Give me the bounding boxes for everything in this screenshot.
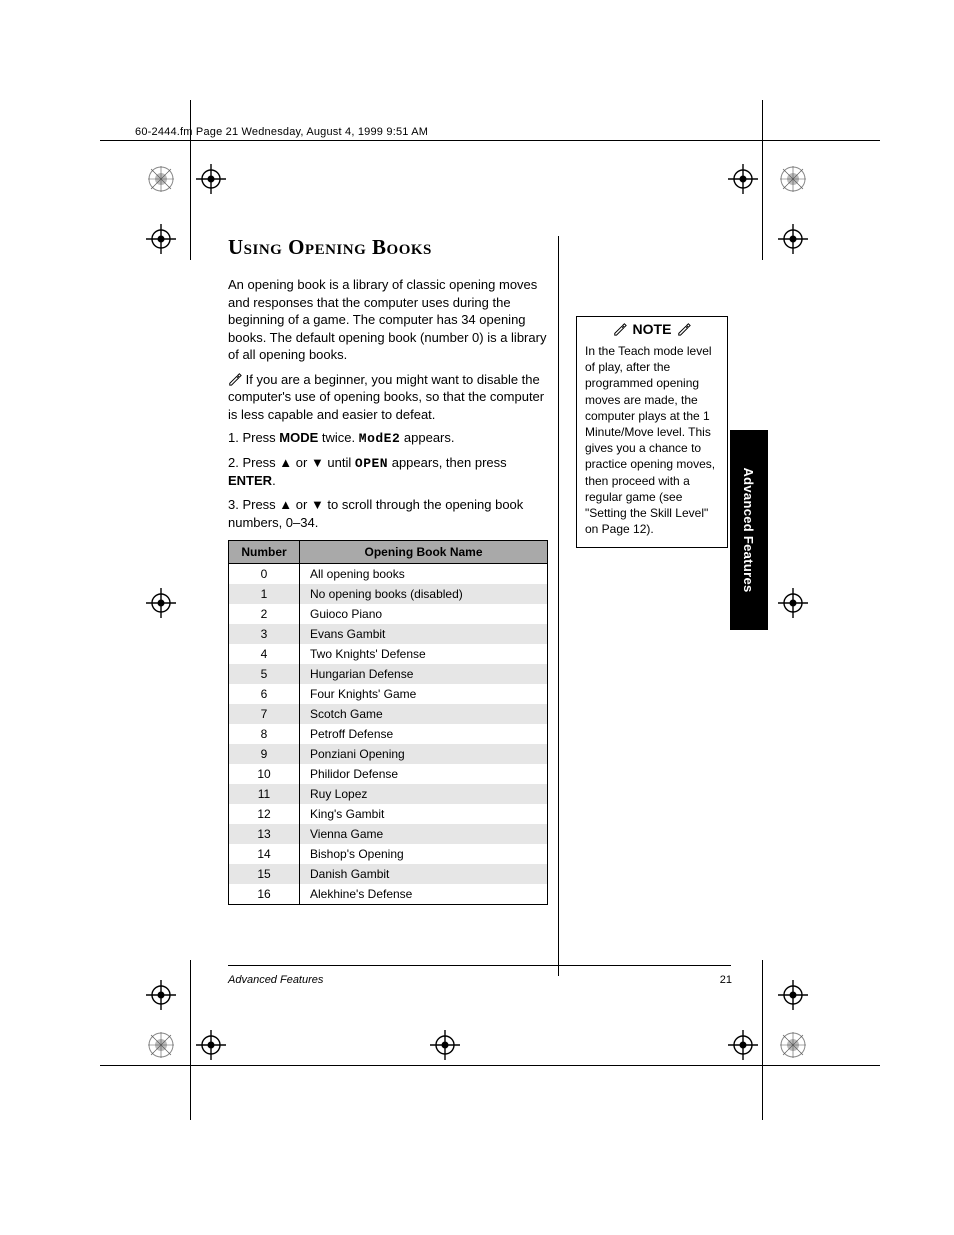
- table-cell-number: 8: [229, 724, 300, 744]
- table-row: 9Ponziani Opening: [229, 744, 548, 764]
- note-heading-text: NOTE: [633, 321, 672, 337]
- table-row: 8Petroff Defense: [229, 724, 548, 744]
- table-cell-name: Ruy Lopez: [300, 784, 548, 804]
- table-row: 5Hungarian Defense: [229, 664, 548, 684]
- body-step-1: 1. Press MODE twice. ModE2 appears.: [228, 429, 548, 448]
- table-row: 12King's Gambit: [229, 804, 548, 824]
- table-cell-name: All opening books: [300, 564, 548, 585]
- table-row: 7Scotch Game: [229, 704, 548, 724]
- table-cell-name: Vienna Game: [300, 824, 548, 844]
- table-row: 2Guioco Piano: [229, 604, 548, 624]
- table-cell-name: No opening books (disabled): [300, 584, 548, 604]
- reg-crosshair-icon: [778, 980, 808, 1010]
- reg-medallion-icon: [146, 1030, 176, 1060]
- table-cell-number: 16: [229, 884, 300, 905]
- table-row: 14Bishop's Opening: [229, 844, 548, 864]
- note-body: In the Teach mode level of play, after t…: [577, 339, 727, 547]
- note-box: NOTE In the Teach mode level of play, af…: [576, 316, 728, 548]
- table-cell-number: 14: [229, 844, 300, 864]
- reg-crosshair-icon: [196, 1030, 226, 1060]
- table-cell-number: 9: [229, 744, 300, 764]
- footer-left: Advanced Features: [228, 974, 323, 986]
- table-cell-name: Hungarian Defense: [300, 664, 548, 684]
- section-title: Using Opening Books: [228, 235, 432, 260]
- table-cell-number: 6: [229, 684, 300, 704]
- table-cell-number: 12: [229, 804, 300, 824]
- reg-crosshair-icon: [728, 1030, 758, 1060]
- column-divider: [558, 236, 559, 976]
- reg-medallion-icon: [778, 164, 808, 194]
- table-cell-name: Alekhine's Defense: [300, 884, 548, 905]
- table-row: 1No opening books (disabled): [229, 584, 548, 604]
- crop-line: [100, 1065, 880, 1066]
- table-cell-name: Ponziani Opening: [300, 744, 548, 764]
- table-cell-number: 10: [229, 764, 300, 784]
- crop-line: [100, 140, 880, 141]
- table-cell-name: Guioco Piano: [300, 604, 548, 624]
- table-cell-name: Two Knights' Defense: [300, 644, 548, 664]
- page-root: 60-2444.fm Page 21 Wednesday, August 4, …: [0, 0, 954, 1235]
- table-cell-name: Philidor Defense: [300, 764, 548, 784]
- reg-crosshair-icon: [196, 164, 226, 194]
- table-cell-number: 4: [229, 644, 300, 664]
- hand-write-icon: [677, 322, 691, 336]
- body-paragraph: An opening book is a library of classic …: [228, 276, 548, 364]
- reg-crosshair-icon: [146, 980, 176, 1010]
- table-cell-number: 11: [229, 784, 300, 804]
- reg-crosshair-icon: [778, 588, 808, 618]
- reg-crosshair-icon: [146, 588, 176, 618]
- table-cell-name: Bishop's Opening: [300, 844, 548, 864]
- footer-rule: [228, 965, 731, 966]
- body-hand-tip-text: If you are a beginner, you might want to…: [228, 372, 544, 422]
- footer-page-number: 21: [720, 974, 732, 986]
- reg-medallion-icon: [778, 1030, 808, 1060]
- table-cell-number: 0: [229, 564, 300, 585]
- table-cell-name: Four Knights' Game: [300, 684, 548, 704]
- table-cell-name: Scotch Game: [300, 704, 548, 724]
- reg-crosshair-icon: [728, 164, 758, 194]
- hand-write-icon: [228, 372, 242, 386]
- table-cell-number: 5: [229, 664, 300, 684]
- table-row: 16Alekhine's Defense: [229, 884, 548, 905]
- table-header-number: Number: [229, 541, 300, 564]
- table-header-row: Number Opening Book Name: [229, 541, 548, 564]
- opening-books-table-wrap: Number Opening Book Name 0All opening bo…: [228, 540, 548, 905]
- table-cell-name: Danish Gambit: [300, 864, 548, 884]
- note-heading: NOTE: [577, 317, 727, 339]
- table-cell-number: 7: [229, 704, 300, 724]
- reg-crosshair-icon: [430, 1030, 460, 1060]
- body-step-3: 3. Press ▲ or ▼ to scroll through the op…: [228, 496, 548, 531]
- crop-line: [190, 100, 191, 260]
- side-tab-label: Advanced Features: [730, 430, 768, 630]
- table-cell-number: 13: [229, 824, 300, 844]
- table-cell-number: 15: [229, 864, 300, 884]
- table-cell-name: King's Gambit: [300, 804, 548, 824]
- table-cell-number: 2: [229, 604, 300, 624]
- reg-crosshair-icon: [146, 224, 176, 254]
- body-hand-tip: If you are a beginner, you might want to…: [228, 370, 548, 424]
- table-row: 10Philidor Defense: [229, 764, 548, 784]
- table-cell-name: Evans Gambit: [300, 624, 548, 644]
- table-cell-number: 3: [229, 624, 300, 644]
- table-row: 4Two Knights' Defense: [229, 644, 548, 664]
- reg-medallion-icon: [146, 164, 176, 194]
- table-row: 15Danish Gambit: [229, 864, 548, 884]
- crop-line: [762, 100, 763, 260]
- crop-line: [762, 960, 763, 1120]
- table-cell-number: 1: [229, 584, 300, 604]
- table-row: 0All opening books: [229, 564, 548, 585]
- body-step-2: 2. Press ▲ or ▼ until OPEN appears, then…: [228, 454, 548, 490]
- table-row: 6Four Knights' Game: [229, 684, 548, 704]
- crop-line: [190, 960, 191, 1120]
- table-header-name: Opening Book Name: [300, 541, 548, 564]
- table-row: 13Vienna Game: [229, 824, 548, 844]
- table-row: 3Evans Gambit: [229, 624, 548, 644]
- reg-crosshair-icon: [778, 224, 808, 254]
- table-row: 11Ruy Lopez: [229, 784, 548, 804]
- table-cell-name: Petroff Defense: [300, 724, 548, 744]
- header-path-line: 60-2444.fm Page 21 Wednesday, August 4, …: [135, 126, 428, 138]
- opening-books-table: Number Opening Book Name 0All opening bo…: [228, 540, 548, 905]
- body-text-block: An opening book is a library of classic …: [228, 276, 548, 537]
- hand-write-icon: [613, 322, 627, 336]
